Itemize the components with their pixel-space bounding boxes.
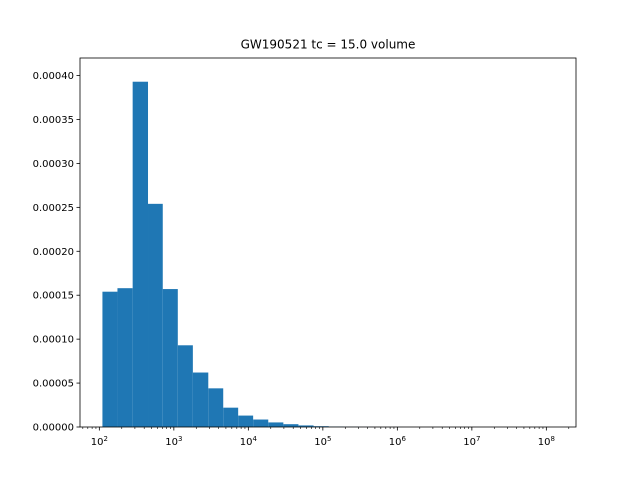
histogram-bar-4 bbox=[162, 289, 178, 427]
histogram-bar-0 bbox=[102, 291, 118, 427]
y-tick-label: 0.00015 bbox=[33, 291, 74, 302]
y-tick-label: 0.00010 bbox=[33, 335, 74, 346]
y-tick-label: 0.00005 bbox=[33, 379, 74, 390]
y-tick-label: 0.00035 bbox=[33, 115, 74, 126]
plot-frame bbox=[79, 57, 577, 428]
histogram-bar-2 bbox=[132, 81, 149, 427]
histogram-bar-10 bbox=[253, 419, 269, 427]
histogram-bar-3 bbox=[148, 203, 163, 427]
histogram-bar-9 bbox=[238, 415, 254, 427]
x-tick-label: 105 bbox=[314, 435, 331, 448]
histogram-bar-8 bbox=[223, 407, 239, 427]
x-tick-label: 104 bbox=[240, 435, 258, 448]
y-tick-label: 0.00020 bbox=[33, 247, 74, 258]
histogram-bar-12 bbox=[283, 424, 299, 427]
x-tick-label: 103 bbox=[165, 435, 182, 448]
y-tick-label: 0.00040 bbox=[33, 71, 74, 82]
histogram-bar-11 bbox=[268, 422, 284, 427]
histogram-bar-1 bbox=[117, 288, 133, 427]
x-tick-label: 107 bbox=[463, 435, 480, 448]
x-tick-label: 106 bbox=[389, 435, 407, 448]
y-tick-label: 0.00030 bbox=[33, 159, 74, 170]
x-axis: 102 103 104 105 106 107 108 bbox=[82, 427, 570, 448]
chart-title: GW190521 tc = 15.0 volume bbox=[241, 38, 416, 52]
x-tick-label: 108 bbox=[538, 435, 555, 448]
x-tick-label: 102 bbox=[91, 435, 108, 448]
y-tick-label: 0.00000 bbox=[33, 423, 74, 434]
histogram-bar-6 bbox=[192, 372, 209, 427]
histogram-bar-13 bbox=[298, 425, 314, 427]
histogram-bar-5 bbox=[177, 345, 193, 427]
y-axis: 0.00000 0.00005 0.00010 0.00015 0.00020 0.000… bbox=[33, 71, 80, 434]
histogram-bars bbox=[102, 81, 404, 427]
histogram-bar-7 bbox=[208, 388, 224, 427]
y-tick-label: 0.00025 bbox=[33, 203, 74, 214]
